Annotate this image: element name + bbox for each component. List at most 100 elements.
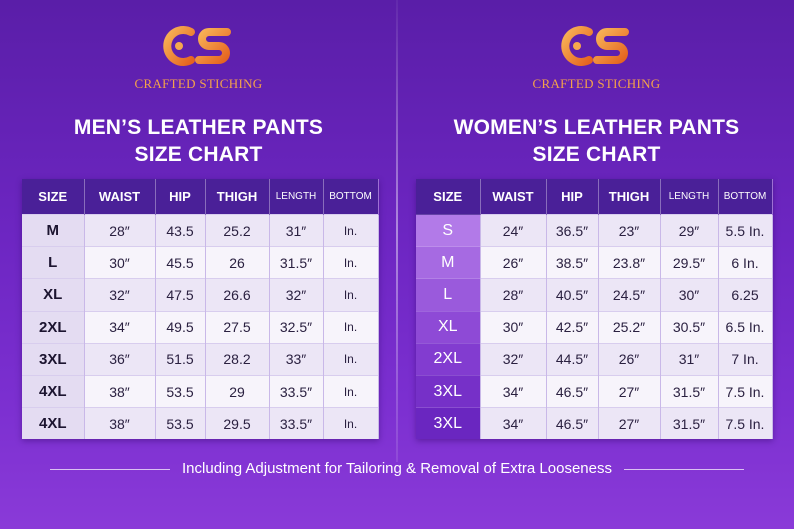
hip-cell: 53.5 [155, 407, 206, 440]
bottom-cell: 7.5 In. [718, 374, 773, 408]
length-cell: 29.5″ [660, 246, 719, 279]
bottom-cell: In. [323, 342, 379, 376]
waist-cell: 34″ [84, 310, 156, 344]
waist-cell: 26″ [480, 246, 547, 279]
hip-cell: 49.5 [155, 310, 206, 344]
waist-cell: 34″ [480, 407, 547, 440]
header-length: LENGTH [660, 179, 719, 215]
hip-cell: 51.5 [155, 342, 206, 376]
size-cell: 4XL [22, 374, 85, 408]
size-cell: XL [416, 310, 481, 344]
footer-left-rule [49, 468, 170, 470]
table-row: 3XL 34″ 46.5″ 27″ 31.5″ 7.5 In. [416, 407, 773, 440]
length-cell: 33.5″ [269, 374, 324, 408]
bottom-cell: 6 In. [718, 246, 773, 279]
hip-cell: 47.5 [155, 278, 206, 312]
length-cell: 31″ [660, 342, 719, 376]
brand-name: CRAFTED STICHING [532, 76, 661, 91]
table-row: M 28″ 43.5 25.2 31″ In. [22, 213, 379, 247]
table-row: 4XL 38″ 53.5 29.5 33.5″ In. [22, 407, 379, 440]
hip-cell: 45.5 [155, 246, 206, 279]
thigh-cell: 24.5″ [598, 278, 661, 312]
footer-note: Including Adjustment for Tailoring & Rem… [0, 459, 794, 479]
length-cell: 31″ [269, 213, 324, 247]
thigh-cell: 25.2 [205, 213, 270, 247]
header-waist: WAIST [480, 179, 547, 215]
length-cell: 33″ [269, 342, 324, 376]
table-row: 2XL 32″ 44.5″ 26″ 31″ 7 In. [416, 342, 773, 376]
bottom-cell: 6.5 In. [718, 310, 773, 344]
bottom-cell: In. [323, 246, 379, 279]
length-cell: 32″ [269, 278, 324, 312]
header-bottom: BOTTOM [718, 179, 773, 215]
cs-logo-icon [162, 26, 231, 66]
thigh-cell: 29.5 [205, 407, 270, 440]
thigh-cell: 23.8″ [598, 246, 661, 279]
men-panel: CRAFTED STICHING MEN’S LEATHER PANTS SIZ… [0, 0, 397, 462]
waist-cell: 30″ [480, 310, 547, 344]
waist-cell: 38″ [84, 407, 156, 440]
thigh-cell: 27.5 [205, 310, 270, 344]
footer-text: Including Adjustment for Tailoring & Rem… [182, 460, 612, 478]
bottom-cell: In. [323, 374, 379, 408]
thigh-cell: 26 [205, 246, 270, 279]
length-cell: 29″ [660, 213, 719, 247]
length-cell: 33.5″ [269, 407, 324, 440]
brand-logo: CRAFTED STICHING [398, 18, 794, 92]
size-cell: M [22, 213, 85, 247]
women-title-line2: SIZE CHART [532, 143, 661, 166]
waist-cell: 34″ [480, 374, 547, 408]
brand-name: CRAFTED STICHING [134, 76, 263, 91]
waist-cell: 32″ [480, 342, 547, 376]
size-cell: M [416, 246, 481, 279]
header-hip: HIP [546, 179, 599, 215]
bottom-cell: 7 In. [718, 342, 773, 376]
size-cell: L [22, 246, 85, 279]
center-divider [396, 0, 398, 462]
women-chart-title: WOMEN’S LEATHER PANTS SIZE CHART [398, 114, 794, 168]
hip-cell: 38.5″ [546, 246, 599, 279]
table-row: XL 32″ 47.5 26.6 32″ In. [22, 278, 379, 312]
size-cell: 4XL [22, 407, 85, 440]
header-thigh: THIGH [598, 179, 661, 215]
men-title-line2: SIZE CHART [134, 143, 263, 166]
bottom-cell: In. [323, 407, 379, 440]
bottom-cell: In. [323, 278, 379, 312]
bottom-cell: In. [323, 310, 379, 344]
table-row: L 28″ 40.5″ 24.5″ 30″ 6.25 [416, 278, 773, 312]
bottom-cell: 5.5 In. [718, 213, 773, 247]
waist-cell: 36″ [84, 342, 156, 376]
length-cell: 30.5″ [660, 310, 719, 344]
thigh-cell: 27″ [598, 407, 661, 440]
header-size: SIZE [22, 179, 85, 215]
hip-cell: 40.5″ [546, 278, 599, 312]
table-row: 3XL 36″ 51.5 28.2 33″ In. [22, 342, 379, 376]
header-waist: WAIST [84, 179, 156, 215]
hip-cell: 44.5″ [546, 342, 599, 376]
table-row: L 30″ 45.5 26 31.5″ In. [22, 246, 379, 279]
hip-cell: 46.5″ [546, 374, 599, 408]
thigh-cell: 23″ [598, 213, 661, 247]
hip-cell: 46.5″ [546, 407, 599, 440]
waist-cell: 28″ [480, 278, 547, 312]
women-size-table: SIZE WAIST HIP THIGH LENGTH BOTTOM S 24″… [416, 179, 773, 440]
waist-cell: 32″ [84, 278, 156, 312]
size-cell: L [416, 278, 481, 312]
table-row: XL 30″ 42.5″ 25.2″ 30.5″ 6.5 In. [416, 310, 773, 344]
table-row: 3XL 34″ 46.5″ 27″ 31.5″ 7.5 In. [416, 374, 773, 408]
brand-logo: CRAFTED STICHING [0, 18, 397, 92]
header-thigh: THIGH [205, 179, 270, 215]
length-cell: 32.5″ [269, 310, 324, 344]
table-header-row: SIZE WAIST HIP THIGH LENGTH BOTTOM [22, 179, 379, 215]
thigh-cell: 25.2″ [598, 310, 661, 344]
table-row: M 26″ 38.5″ 23.8″ 29.5″ 6 In. [416, 246, 773, 279]
hip-cell: 36.5″ [546, 213, 599, 247]
size-cell: S [416, 213, 481, 247]
length-cell: 31.5″ [660, 374, 719, 408]
size-cell: 2XL [416, 342, 481, 376]
hip-cell: 42.5″ [546, 310, 599, 344]
length-cell: 31.5″ [660, 407, 719, 440]
size-cell: XL [22, 278, 85, 312]
women-title-line1: WOMEN’S LEATHER PANTS [453, 116, 740, 139]
header-size: SIZE [416, 179, 481, 215]
